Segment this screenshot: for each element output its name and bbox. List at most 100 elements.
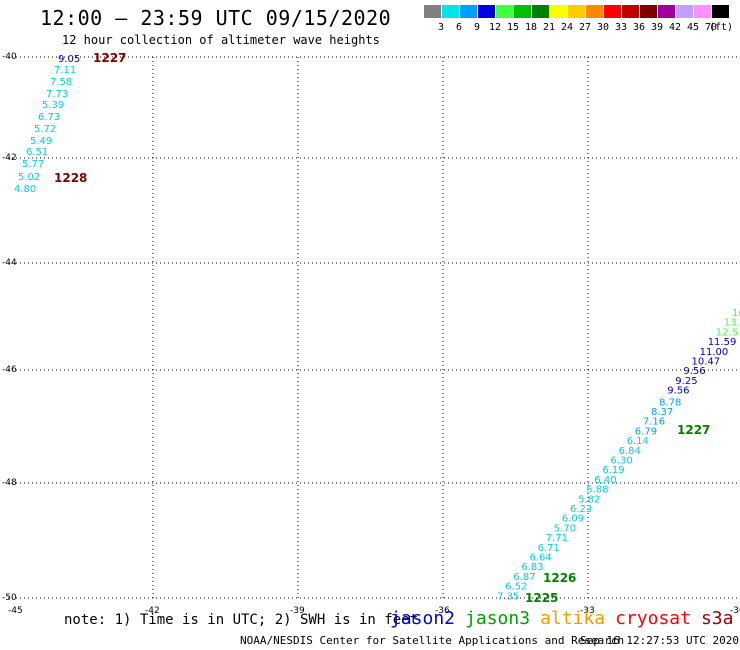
legend-unit: (ft) <box>709 22 734 33</box>
legend-swatch <box>495 5 513 18</box>
swh-value: 12.5 <box>716 327 738 338</box>
swh-value: 7.73 <box>46 89 68 100</box>
legend-swatch <box>603 5 621 18</box>
legend-label: 33 <box>614 22 628 33</box>
legend-swatch <box>621 5 639 18</box>
lon-tick-label: -39 <box>290 606 305 616</box>
legend-label: 6 <box>455 22 463 33</box>
legend-swatch <box>423 5 441 18</box>
swh-value: 6.79 <box>635 426 657 437</box>
legend-swatch <box>567 5 585 18</box>
lat-tick-label: -44 <box>2 258 17 268</box>
legend-swatch <box>693 5 711 18</box>
legend-label: 30 <box>596 22 610 33</box>
lon-tick-label: -42 <box>145 606 160 616</box>
legend-swatch <box>585 5 603 18</box>
swh-value: 5.49 <box>30 136 52 147</box>
time-label: 1227 <box>677 423 710 437</box>
legend-swatch <box>639 5 657 18</box>
swh-value: 6.23 <box>570 504 592 515</box>
lon-tick-label: -30 <box>730 606 740 616</box>
legend-label: 15 <box>506 22 520 33</box>
satellite-jason2: jason2 <box>390 608 456 629</box>
swh-value: 5.77 <box>22 159 44 170</box>
satellite-s3a: s3a <box>700 608 734 629</box>
time-label: 1227 <box>93 51 126 65</box>
swh-value: 6.14 <box>627 436 649 447</box>
legend-label: 9 <box>473 22 481 33</box>
swh-value: 9.05 <box>58 54 80 65</box>
lon-tick-label: -45 <box>8 606 23 616</box>
swh-value: 13.0 <box>724 318 740 329</box>
legend-label: 24 <box>560 22 574 33</box>
swh-value: 9.56 <box>667 386 689 397</box>
satellite-cryosat: cryosat <box>615 608 691 629</box>
time-label: 1226 <box>543 571 576 585</box>
legend-label: 21 <box>542 22 556 33</box>
legend-swatch <box>459 5 477 18</box>
legend-swatch <box>675 5 693 18</box>
swh-value: 6.83 <box>521 562 543 573</box>
swh-value: 8.37 <box>651 407 673 418</box>
lat-tick-label: -46 <box>2 365 17 375</box>
units-note: note: 1) Time is in UTC; 2) SWH is in fe… <box>64 612 419 628</box>
satellite-legend: jason2 jason3 altika cryosat s3a <box>390 608 740 629</box>
swh-value: 5.70 <box>554 523 576 534</box>
legend-label: 27 <box>578 22 592 33</box>
swh-value: 7.11 <box>54 65 76 76</box>
swh-value: 11.59 <box>708 337 737 348</box>
swh-value: 5.72 <box>34 124 56 135</box>
page-title: 12:00 – 23:59 UTC 09/15/2020 <box>40 6 392 30</box>
lat-tick-label: -50 <box>2 593 17 603</box>
legend-label: 39 <box>650 22 664 33</box>
swh-value: 6.19 <box>602 465 624 476</box>
legend-swatch <box>711 5 729 18</box>
swh-value: 6.73 <box>38 112 60 123</box>
swh-value: 7.71 <box>546 533 568 544</box>
legend-label: 3 <box>437 22 445 33</box>
swh-value: 6.40 <box>594 475 616 486</box>
legend-label: 42 <box>668 22 682 33</box>
legend-swatch <box>657 5 675 18</box>
satellite-altika: altika <box>540 608 606 629</box>
legend-label: 12 <box>488 22 502 33</box>
time-label: 1225 <box>525 591 558 605</box>
swh-value: 16 <box>732 308 740 319</box>
swh-value: 5.82 <box>578 494 600 505</box>
credit-text: NOAA/NESDIS Center for Satellite Applica… <box>240 634 625 647</box>
legend-label: 70 <box>704 22 718 33</box>
swh-value: 5.88 <box>586 485 608 496</box>
swh-value: 6.30 <box>611 456 633 467</box>
lat-tick-label: -42 <box>2 153 17 163</box>
legend-swatch <box>477 5 495 18</box>
lon-tick-label: -36 <box>435 606 450 616</box>
page-subtitle: 12 hour collection of altimeter wave hei… <box>62 33 380 47</box>
swh-value: 9.25 <box>675 376 697 387</box>
lat-tick-label: -48 <box>2 478 17 488</box>
swh-value: 9.56 <box>683 366 705 377</box>
lon-tick-label: -33 <box>580 606 595 616</box>
satellite-jason3: jason3 <box>465 608 531 629</box>
legend-swatch <box>441 5 459 18</box>
swh-value: 6.71 <box>538 543 560 554</box>
swh-value: 7.58 <box>50 77 72 88</box>
time-label: 1228 <box>54 171 87 185</box>
swh-value: 6.09 <box>562 514 584 525</box>
swh-value: 11.00 <box>700 347 729 358</box>
swh-value: 6.52 <box>505 582 527 593</box>
swh-value: 6.64 <box>530 553 552 564</box>
swh-value: 10.47 <box>692 357 721 368</box>
legend-swatch <box>513 5 531 18</box>
lat-tick-label: -40 <box>2 52 17 62</box>
timestamp-text: Sep 16 12:27:53 UTC 2020 <box>580 634 739 647</box>
legend-swatch <box>549 5 567 18</box>
legend-label: 18 <box>524 22 538 33</box>
legend-swatch <box>531 5 549 18</box>
swh-value: 5.02 <box>18 172 40 183</box>
swh-value: 8.78 <box>659 397 681 408</box>
swh-value: 6.84 <box>619 446 641 457</box>
swh-value: 7.35 <box>497 591 519 602</box>
legend-label: 45 <box>686 22 700 33</box>
legend-label: 36 <box>632 22 646 33</box>
